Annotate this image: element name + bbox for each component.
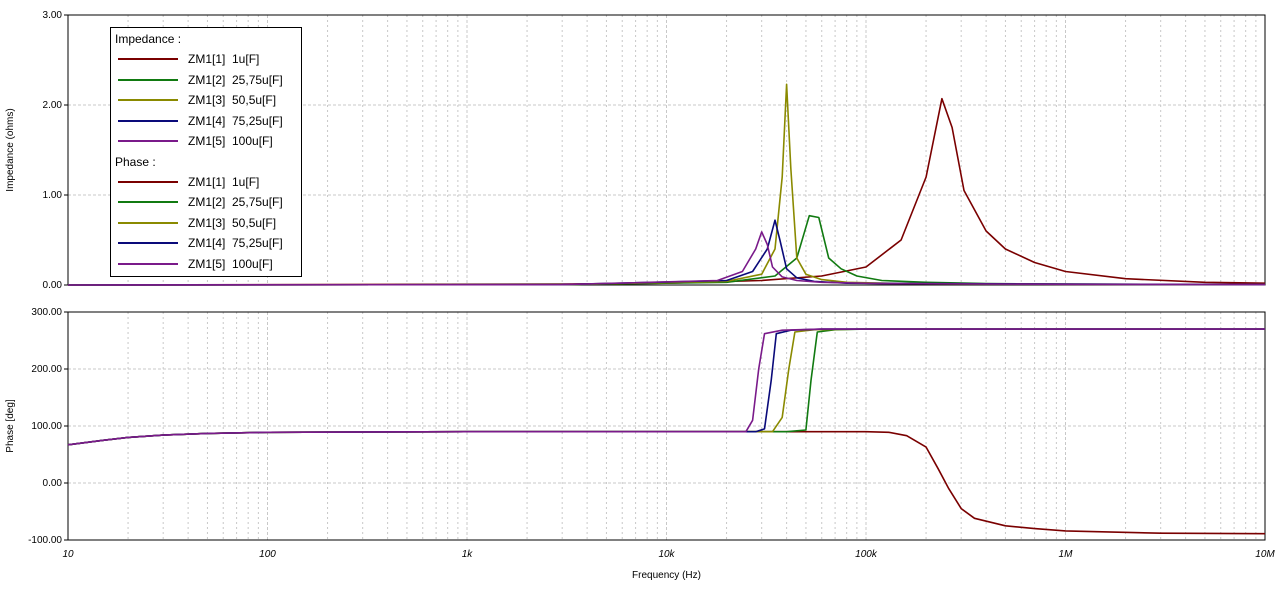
legend: Impedance : ZM1[1] 1u[F] ZM1[2] 25,75u[F]…	[110, 27, 302, 277]
legend-swatch	[118, 221, 178, 224]
plot-frame	[67, 14, 1266, 286]
series-layer	[67, 83, 1266, 535]
x-tick-label: 10	[62, 549, 74, 560]
x-tick-label: 100k	[855, 549, 878, 560]
legend-label: ZM1[4] 75,25u[F]	[188, 236, 283, 250]
legend-label: ZM1[1] 1u[F]	[188, 52, 260, 66]
legend-label: ZM1[4] 75,25u[F]	[188, 113, 283, 128]
legend-label: ZM1[5] 100u[F]	[188, 134, 273, 148]
legend-entry-impedance-2: ZM1[2] 25,75u[F]	[115, 70, 301, 91]
x-axis-title: Frequency (Hz)	[632, 570, 701, 581]
legend-title-phase: Phase :	[115, 154, 156, 169]
legend-swatch	[118, 180, 178, 183]
y-tick-label: 0.00	[43, 478, 63, 489]
series-line-impedance-1	[67, 97, 1266, 286]
legend-label: ZM1[2] 25,75u[F]	[188, 195, 283, 209]
legend-swatch	[118, 201, 178, 204]
legend-swatch	[118, 242, 178, 245]
x-tick-label: 10M	[1255, 549, 1275, 560]
y-tick-label: 3.00	[43, 10, 63, 21]
legend-label: ZM1[2] 25,75u[F]	[188, 72, 283, 87]
legend-swatch	[118, 58, 178, 61]
legend-label: ZM1[5] 100u[F]	[188, 256, 273, 271]
legend-entry-impedance-1: ZM1[1] 1u[F]	[115, 49, 301, 70]
y-tick-label: 100.00	[31, 421, 62, 432]
legend-swatch	[118, 78, 178, 81]
y-tick-label: 0.00	[43, 280, 63, 291]
frame-layer	[64, 14, 1266, 541]
y-axis-title: Phase [deg]	[5, 399, 16, 453]
x-tick-label: 100	[259, 549, 276, 560]
legend-entry-phase-4: ZM1[4] 75,25u[F]	[115, 233, 301, 254]
x-tick-label: 1k	[462, 549, 474, 560]
legend-entry-impedance-4: ZM1[4] 75,25u[F]	[115, 111, 301, 132]
x-tick-label: 1M	[1059, 549, 1074, 560]
y-axis-title: Impedance (ohms)	[5, 108, 16, 191]
legend-entry-phase-1: ZM1[1] 1u[F]	[115, 172, 301, 193]
series-line-phase-5	[67, 328, 1265, 446]
legend-entry-impedance-3: ZM1[3] 50,5u[F]	[115, 90, 301, 111]
y-tick-label: 300.00	[31, 307, 62, 318]
legend-entry-phase-3: ZM1[3] 50,5u[F]	[115, 213, 301, 234]
legend-entry-impedance-5: ZM1[5] 100u[F]	[115, 131, 301, 152]
legend-label: ZM1[1] 1u[F]	[188, 174, 260, 189]
legend-label: ZM1[3] 50,5u[F]	[188, 215, 277, 230]
legend-entry-phase-2: ZM1[2] 25,75u[F]	[115, 192, 301, 213]
legend-entry-phase-5: ZM1[5] 100u[F]	[115, 254, 301, 275]
label-layer: 3.00 2.00 1.00 0.00 Impedance (ohms) 300.00 20…	[5, 10, 1275, 581]
legend-swatch	[118, 119, 178, 122]
legend-swatch	[118, 99, 178, 102]
legend-swatch	[118, 262, 178, 265]
legend-swatch	[118, 140, 178, 143]
y-tick-label: 1.00	[43, 190, 63, 201]
series-line-impedance-5	[67, 231, 1266, 286]
legend-label: ZM1[3] 50,5u[F]	[188, 93, 277, 107]
x-tick-label: 10k	[658, 549, 675, 560]
y-tick-label: -100.00	[28, 535, 62, 546]
y-tick-label: 2.00	[43, 100, 63, 111]
y-tick-label: 200.00	[31, 364, 62, 375]
legend-title-impedance: Impedance :	[115, 32, 182, 46]
